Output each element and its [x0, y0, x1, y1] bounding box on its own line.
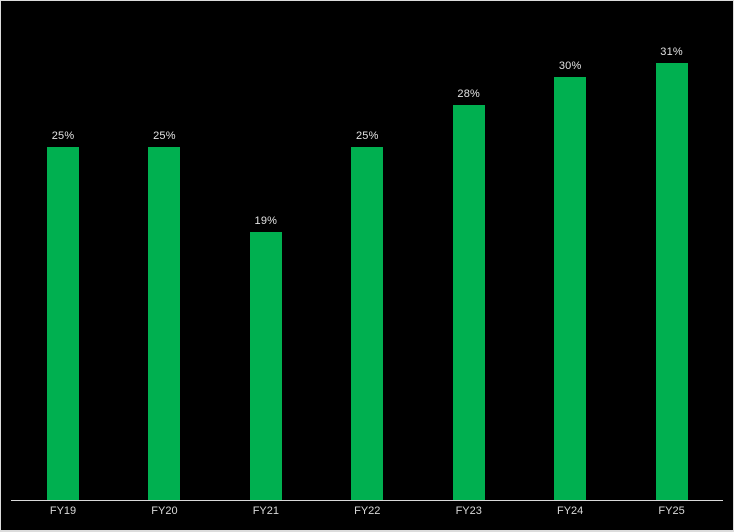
- bar: [249, 232, 282, 500]
- bar: [148, 147, 181, 500]
- bar-value-label: 28%: [457, 88, 481, 100]
- x-axis-tick-label: FY25: [658, 505, 685, 517]
- bar-group-fy22: 25% FY22: [321, 1, 413, 530]
- x-axis-tick-label: FY22: [354, 505, 381, 517]
- bar-value-label: 31%: [660, 46, 683, 58]
- bar-value-label: 25%: [153, 130, 176, 142]
- bar-group-fy23: 28% FY23: [423, 1, 515, 530]
- bar-value-label: 25%: [355, 130, 379, 142]
- bar-group-fy24: 30% FY24: [524, 1, 616, 530]
- bar-value-label: 25%: [51, 130, 75, 142]
- bar: [47, 147, 79, 500]
- bar-value-label: 19%: [254, 215, 278, 227]
- x-axis-tick-label: FY21: [252, 505, 279, 517]
- x-axis-tick-label: FY24: [556, 505, 584, 517]
- bar-group-fy20: 25% FY20: [118, 1, 210, 530]
- bar: [351, 147, 384, 500]
- bar: [554, 77, 587, 500]
- x-axis-tick-label: FY19: [49, 505, 77, 517]
- x-axis-tick-label: FY23: [455, 505, 482, 517]
- bar: [452, 105, 485, 500]
- bar-group-fy21: 19% FY21: [220, 1, 312, 530]
- bar-group-fy19: 25% FY19: [17, 1, 109, 530]
- x-axis-tick-label: FY20: [151, 505, 178, 517]
- bar-group-fy25: 31% FY25: [626, 1, 718, 530]
- bar: [655, 63, 688, 500]
- x-axis-line: [11, 500, 723, 501]
- bar-value-label: 30%: [558, 60, 582, 72]
